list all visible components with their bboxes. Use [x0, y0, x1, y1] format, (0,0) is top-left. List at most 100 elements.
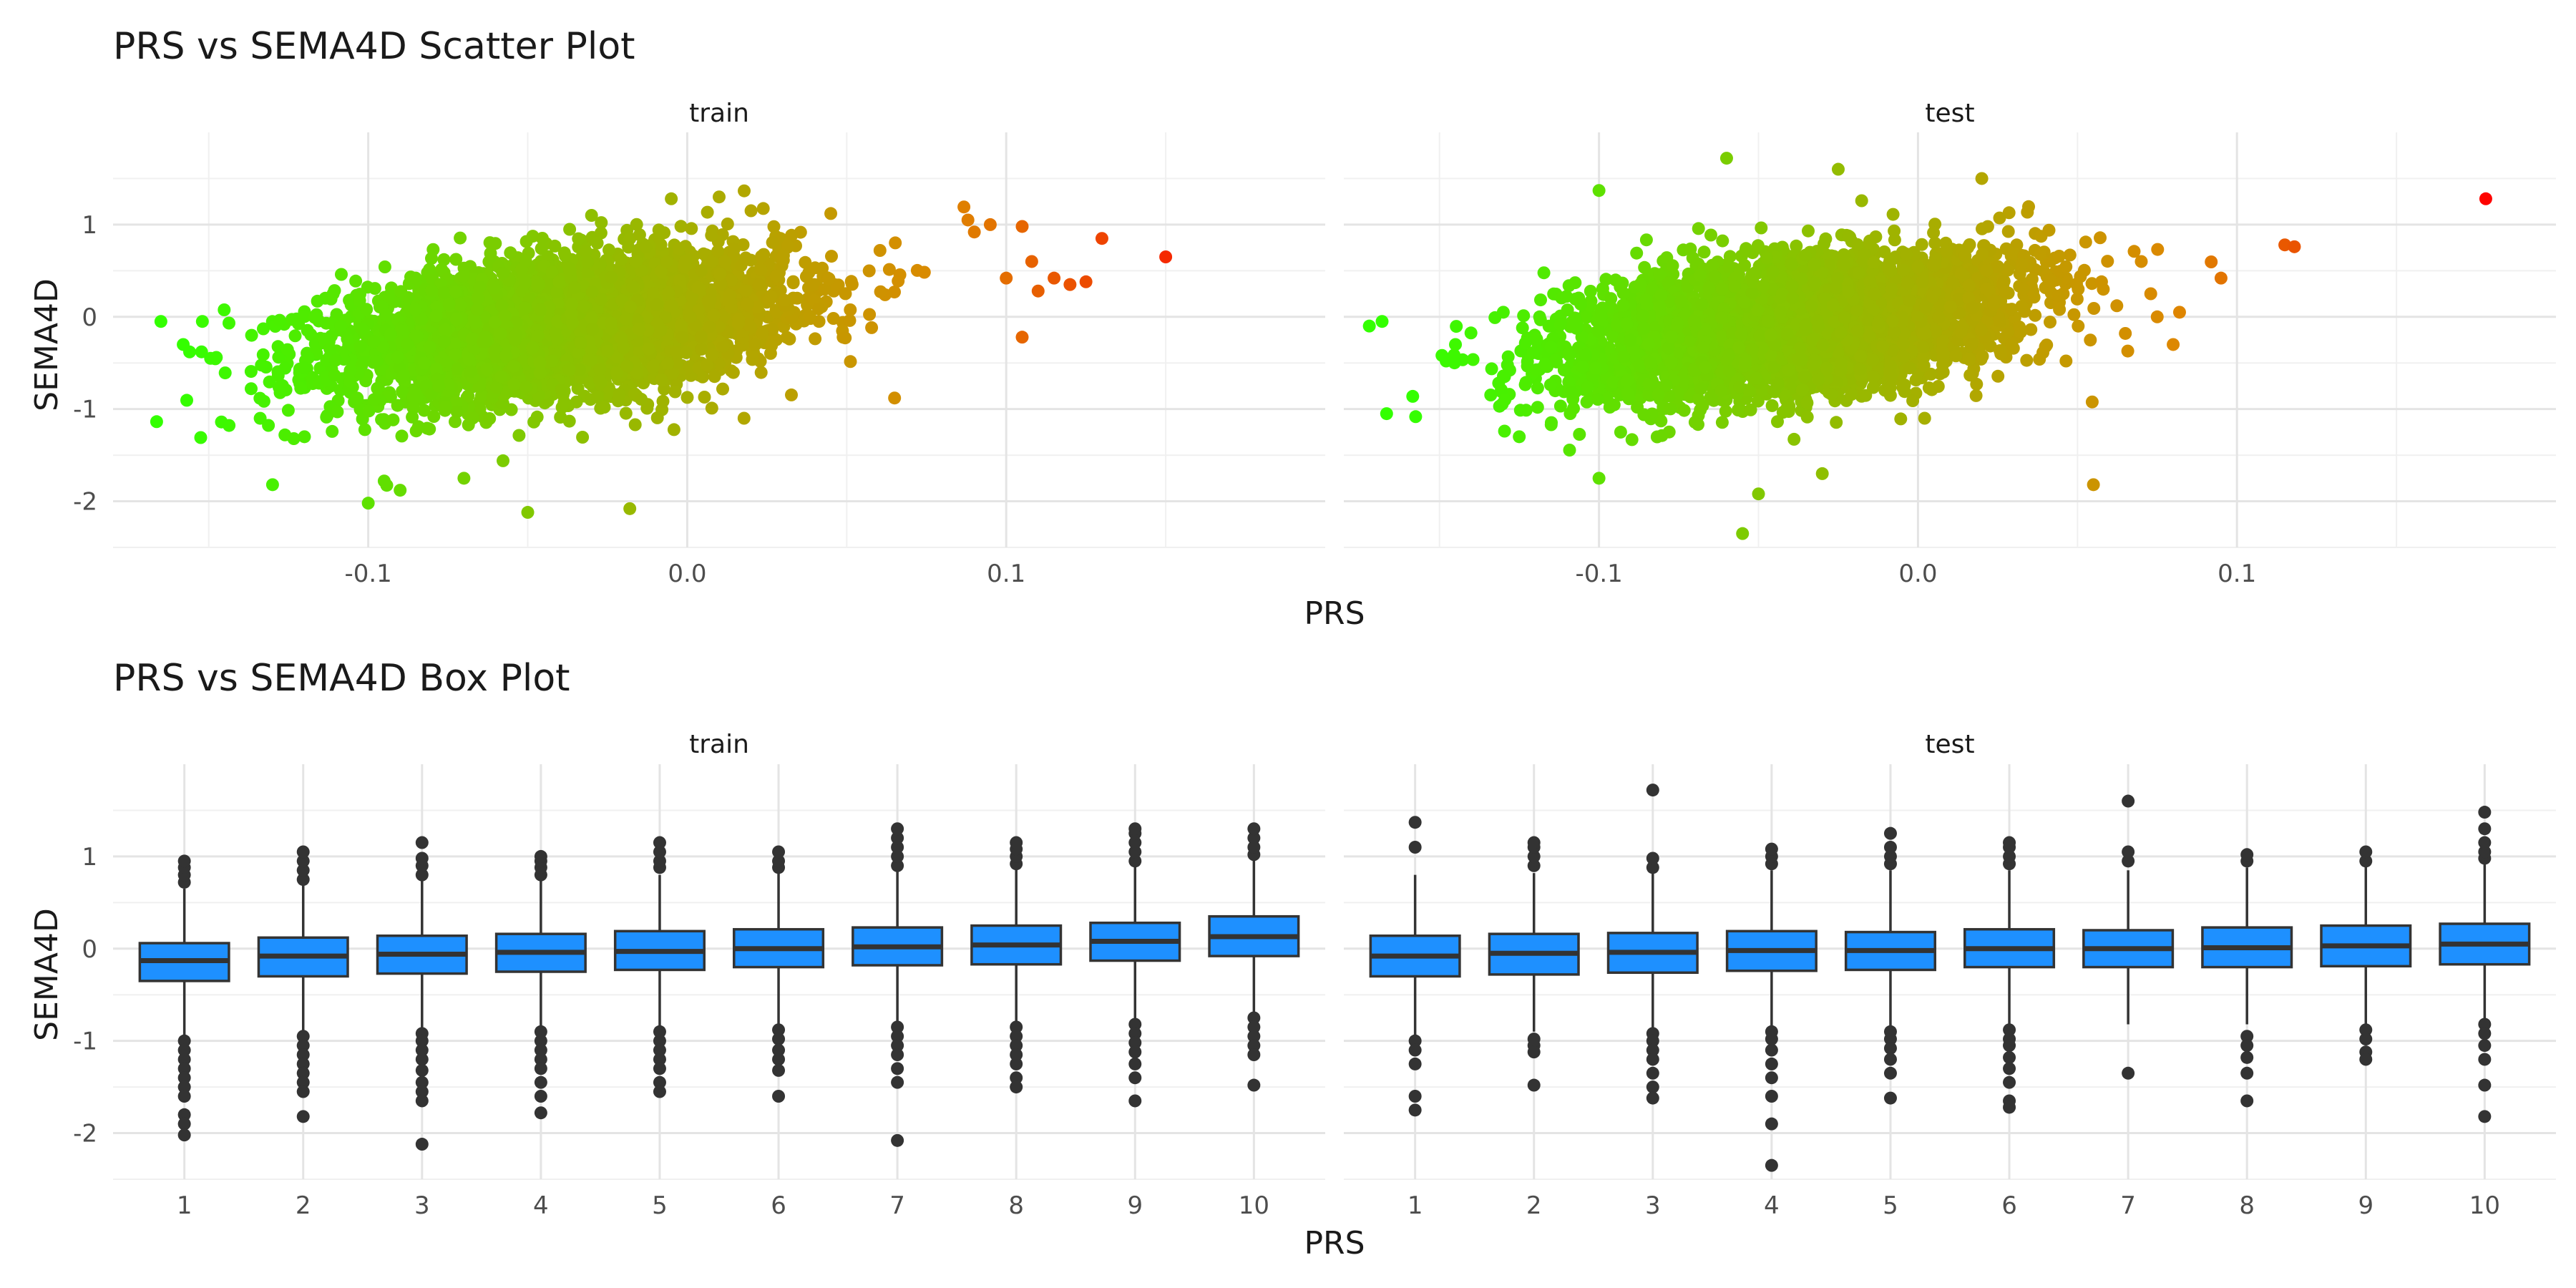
- scatter-point: [535, 232, 549, 245]
- scatter-point: [873, 244, 887, 257]
- scatter-point: [1048, 271, 1061, 285]
- scatter-point: [845, 278, 859, 291]
- scatter-point: [496, 266, 509, 280]
- scatter-point: [301, 323, 314, 337]
- scatter-point: [629, 255, 643, 268]
- scatter-point: [741, 298, 754, 311]
- scatter-point: [343, 375, 357, 388]
- scatter-point: [563, 223, 577, 236]
- scatter-point: [150, 415, 163, 429]
- y-tick-label: 0: [82, 303, 97, 332]
- scatter-point: [1063, 278, 1077, 291]
- scatter-point: [577, 299, 590, 313]
- scatter-point: [519, 275, 532, 288]
- scatter-point: [499, 349, 512, 363]
- scatter-point: [378, 260, 391, 273]
- scatter-point: [650, 298, 663, 312]
- scatter-point: [308, 311, 321, 324]
- scatter-point: [194, 431, 208, 444]
- scatter-point: [362, 404, 376, 418]
- x-tick-label: -0.1: [344, 560, 391, 588]
- scatter-point: [218, 303, 231, 316]
- scatter-point: [454, 231, 467, 245]
- scatter-point: [534, 303, 547, 316]
- scatter-point: [590, 390, 604, 404]
- scatter-point: [371, 381, 384, 395]
- scatter-point: [740, 253, 753, 266]
- scatter-point: [766, 235, 779, 249]
- scatter-point: [358, 423, 371, 436]
- scatter-point: [449, 348, 462, 361]
- scatter-point: [2079, 235, 2092, 249]
- scatter-point: [713, 190, 726, 204]
- scatter-point: [700, 358, 713, 372]
- scatter-point: [423, 263, 436, 276]
- scatter-point: [633, 228, 646, 242]
- scatter-point: [462, 352, 476, 366]
- scatter-point: [257, 322, 270, 336]
- scatter-point: [619, 313, 633, 326]
- scatter-point: [499, 309, 512, 323]
- scatter-point: [615, 253, 628, 266]
- scatter-point: [483, 412, 497, 425]
- scatter-point: [748, 338, 762, 351]
- scatter-point: [623, 502, 637, 515]
- scatter-point: [367, 335, 381, 348]
- scatter-point: [244, 365, 258, 379]
- scatter-point: [384, 328, 397, 341]
- x-tick-label: 0.1: [987, 560, 1025, 588]
- scatter-point: [195, 315, 209, 328]
- scatter-point: [778, 293, 791, 307]
- scatter-point: [331, 405, 344, 419]
- scatter-point: [361, 497, 375, 510]
- scatter-point: [620, 359, 634, 373]
- scatter-point: [626, 280, 640, 293]
- scatter-point: [961, 213, 975, 227]
- scatter-point: [1498, 424, 1511, 438]
- scatter-point: [504, 246, 517, 260]
- scatter-point: [329, 353, 342, 367]
- scatter-point: [874, 285, 887, 298]
- scatter-point: [394, 484, 407, 497]
- scatter-point: [464, 364, 478, 378]
- scatter-point: [215, 415, 228, 429]
- scatter-point: [437, 335, 451, 348]
- scatter-point: [557, 396, 571, 409]
- scatter-point: [557, 246, 571, 260]
- scatter-point: [425, 284, 439, 297]
- scatter-point: [2001, 225, 2015, 238]
- scatter-panel-test: -0.1 0.0 0.1: [1344, 132, 2556, 588]
- y-tick-label: 1: [82, 211, 97, 240]
- scatter-point: [650, 411, 664, 424]
- scatter-point: [703, 321, 716, 333]
- scatter-point: [418, 356, 431, 370]
- scatter-point: [449, 313, 463, 326]
- scatter-point: [298, 361, 311, 375]
- scatter-point: [218, 366, 232, 380]
- scatter-point: [721, 218, 734, 230]
- scatter-point: [512, 429, 526, 442]
- scatter-point: [432, 379, 446, 393]
- y-tick-label: -1: [73, 396, 97, 424]
- scatter-point: [245, 328, 258, 342]
- scatter-point: [605, 270, 618, 284]
- scatter-title: PRS vs SEMA4D Scatter Plot: [113, 25, 635, 68]
- scatter-point: [262, 419, 275, 432]
- scatter-point: [263, 375, 276, 389]
- scatter-point: [590, 236, 604, 250]
- scatter-point: [663, 299, 677, 313]
- scatter-point: [695, 343, 708, 356]
- scatter-point: [744, 204, 758, 218]
- scatter-point: [613, 388, 626, 401]
- scatter-point: [632, 323, 645, 336]
- scatter-point: [375, 413, 389, 426]
- scatter-point: [723, 288, 736, 302]
- scatter-strip-train: train: [689, 99, 749, 128]
- scatter-point: [515, 263, 529, 276]
- scatter-point: [154, 315, 167, 328]
- scatter-point: [701, 294, 715, 308]
- scatter-point: [210, 351, 223, 364]
- scatter-point: [437, 286, 451, 299]
- scatter-point: [863, 308, 877, 321]
- scatter-point: [1531, 401, 1544, 414]
